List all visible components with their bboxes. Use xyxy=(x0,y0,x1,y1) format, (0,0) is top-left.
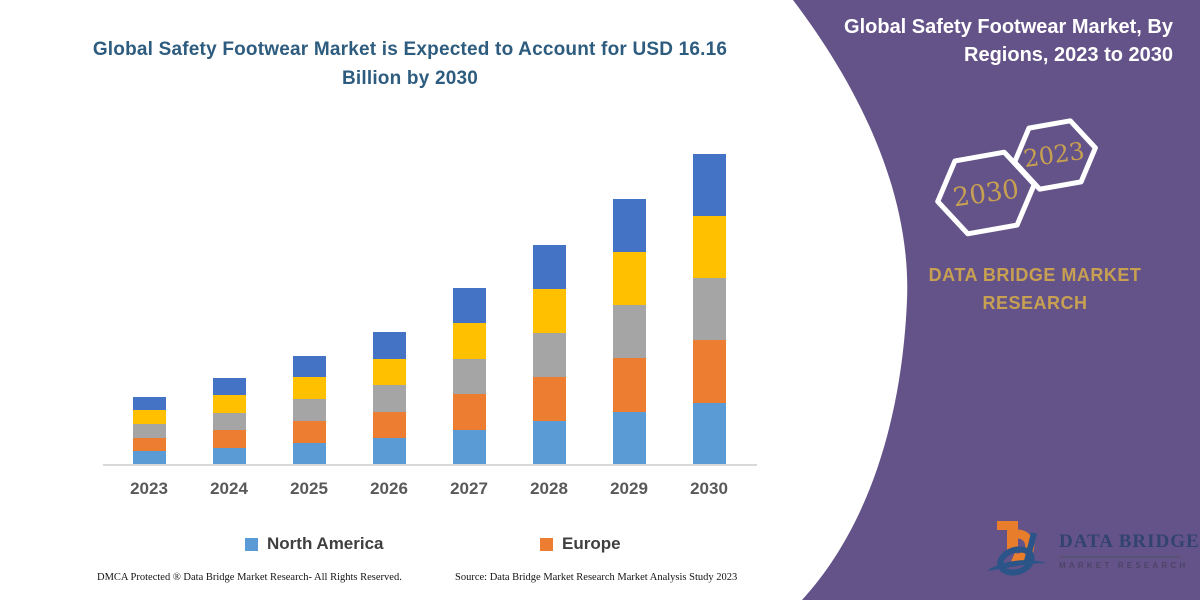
bar-segment xyxy=(373,438,406,465)
bar-segment xyxy=(453,429,486,465)
bar-segment xyxy=(533,288,566,333)
bar-segment xyxy=(373,358,406,386)
bar-segment xyxy=(533,376,566,421)
dmca-notice: DMCA Protected ® Data Bridge Market Rese… xyxy=(97,572,402,583)
bar-2028 xyxy=(533,244,566,465)
bar-segment xyxy=(133,423,166,438)
x-axis-label-2023: 2023 xyxy=(130,479,168,498)
hexagon-badges xyxy=(935,118,1098,237)
bar-segment xyxy=(213,395,246,413)
bar-segment xyxy=(213,430,246,448)
plot-area xyxy=(105,145,755,465)
bar-2029 xyxy=(613,198,646,465)
bar-segment xyxy=(613,198,646,252)
bar-segment xyxy=(293,399,326,422)
bar-segment xyxy=(213,412,246,430)
hexagon-2023 xyxy=(1012,118,1098,192)
bar-2025 xyxy=(293,355,326,465)
legend-item-europe: Europe xyxy=(540,534,621,554)
bar-segment xyxy=(453,394,486,430)
bar-segment xyxy=(133,410,166,424)
bar-segment xyxy=(533,420,566,465)
bar-2030 xyxy=(693,153,726,465)
data-bridge-logo-icon xyxy=(987,521,1047,576)
bar-segment xyxy=(693,216,726,279)
bar-segment xyxy=(133,396,166,411)
bar-segment xyxy=(613,411,646,465)
chart-legend: North America Europe xyxy=(0,534,780,558)
bar-segment xyxy=(613,358,646,412)
legend-label-north-america: North America xyxy=(267,534,384,553)
bar-2024 xyxy=(213,377,246,465)
x-axis-label-2026: 2026 xyxy=(370,479,408,498)
bar-2027 xyxy=(453,288,486,465)
bar-segment xyxy=(533,332,566,377)
bar-segment xyxy=(293,355,326,378)
legend-item-north-america: North America xyxy=(245,534,384,554)
bar-segment xyxy=(213,447,246,465)
bar-segment xyxy=(453,323,486,359)
bar-segment xyxy=(373,385,406,412)
bar-segment xyxy=(293,443,326,465)
legend-swatch-north-america xyxy=(245,537,258,551)
bar-segment xyxy=(693,153,726,217)
chart-title: Global Safety Footwear Market is Expecte… xyxy=(92,39,728,89)
x-axis-label-2028: 2028 xyxy=(530,479,568,498)
bar-2026 xyxy=(373,332,406,465)
logo-divider xyxy=(1059,556,1181,558)
bar-segment xyxy=(373,411,406,439)
bar-segment xyxy=(613,305,646,359)
purple-panel-path xyxy=(793,0,1200,600)
bar-segment xyxy=(133,437,166,452)
x-axis-label-2029: 2029 xyxy=(610,479,648,498)
bar-segment xyxy=(453,358,486,395)
panel-title: Global Safety Footwear Market, By Region… xyxy=(844,16,1173,66)
bar-segment xyxy=(453,288,486,324)
bar-segment xyxy=(373,332,406,359)
logo-tagline: MARKET RESEARCH xyxy=(1059,561,1189,570)
x-axis-line xyxy=(103,464,757,466)
data-bridge-logo: DATA BRIDGE MARKET RESEARCH xyxy=(985,519,1200,581)
bar-segment xyxy=(613,251,646,306)
brand-wordmark: DATA BRIDGE MARKET RESEARCH xyxy=(928,265,1142,313)
bar-segment xyxy=(693,278,726,341)
bar-segment xyxy=(533,244,566,289)
legend-swatch-europe xyxy=(540,537,553,551)
x-axis-label-2024: 2024 xyxy=(210,479,248,498)
bar-segment xyxy=(693,340,726,403)
bar-segment xyxy=(213,377,246,395)
bar-segment xyxy=(133,451,166,465)
bar-segment xyxy=(293,377,326,400)
x-axis-label-2025: 2025 xyxy=(290,479,328,498)
legend-label-europe: Europe xyxy=(562,534,621,553)
bar-segment xyxy=(693,402,726,465)
logo-text: DATA BRIDGE MARKET RESEARCH xyxy=(1059,519,1200,570)
x-axis-label-2027: 2027 xyxy=(450,479,488,498)
source-note: Source: Data Bridge Market Research Mark… xyxy=(455,572,738,583)
x-axis-label-2030: 2030 xyxy=(690,479,728,498)
purple-panel-shape xyxy=(793,0,1200,600)
bar-2023 xyxy=(133,396,166,465)
bar-segment xyxy=(293,421,326,444)
x-axis-labels: 2023 2024 2025 2026 2027 2028 2029 2030 xyxy=(0,479,1200,505)
logo-name: DATA BRIDGE xyxy=(1059,531,1200,552)
